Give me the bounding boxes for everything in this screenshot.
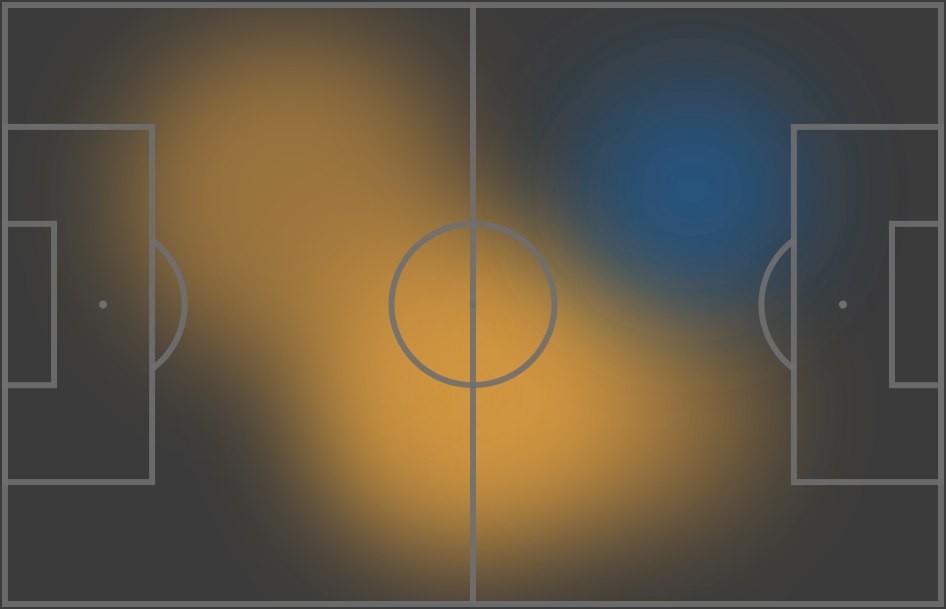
heat-blob-1-3 [524,289,770,532]
left-penalty-spot [99,300,108,309]
center-spot [469,301,477,308]
heat-blob-2-1 [579,79,803,301]
right-penalty-arc [758,237,796,372]
heat-blob-1-2 [123,33,458,364]
center-circle [388,220,558,389]
right-penalty-spot [838,300,847,309]
left-goal-box [2,220,58,389]
right-goal-box [888,220,945,389]
left-penalty-arc [150,237,188,372]
